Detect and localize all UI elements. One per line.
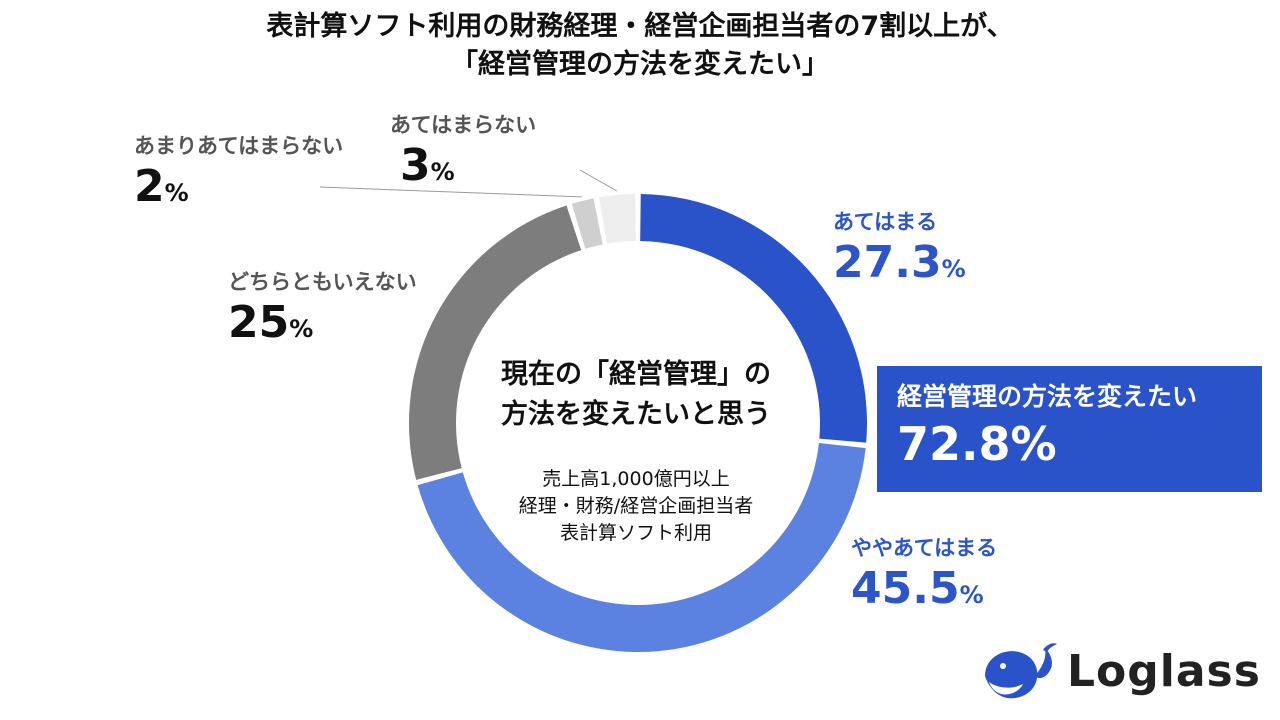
slice-pct-applies: 27.3% (833, 237, 966, 288)
logo-text: Loglass (1067, 645, 1261, 697)
slice-neutral (409, 205, 582, 480)
center-respondents-line-2: 経理・財務/経営企画担当者 (518, 495, 754, 517)
slice-name-neutral: どちらともいえない (228, 270, 417, 294)
summary-box: 経営管理の方法を変えたい 72.8% (877, 366, 1262, 492)
center-respondents-line-3: 表計算ソフト利用 (559, 522, 712, 544)
whale-icon (985, 643, 1057, 699)
slice-pct-rarely-applies: 2% (134, 161, 189, 212)
summary-value: 72.8% (897, 417, 1057, 471)
slice-pct-neutral: 25% (228, 297, 314, 348)
summary-label: 経営管理の方法を変えたい (897, 382, 1198, 411)
slice-label-neutral: どちらともいえない 25% (228, 266, 417, 356)
slice-not-applies (598, 194, 636, 244)
slice-name-applies: あてはまる (833, 210, 938, 234)
slice-pct-not-applies: 3% (400, 140, 455, 191)
slice-label-applies: あてはまる 27.3% (833, 206, 966, 296)
center-question-line-2: 方法を変えたいと思う (501, 399, 771, 430)
center-question: 現在の「経営管理」の 方法を変えたいと思う (456, 355, 816, 435)
center-respondents: 売上高1,000億円以上 経理・財務/経営企画担当者 表計算ソフト利用 (456, 466, 816, 547)
slice-applies (640, 194, 867, 443)
slice-label-not-applies: あてはまらない 3% (390, 109, 536, 199)
title-line-1: 表計算ソフト利用の財務経理・経営企画担当者の7割以上が、 (266, 11, 1014, 42)
chart-title: 表計算ソフト利用の財務経理・経営企画担当者の7割以上が、 「経営管理の方法を変え… (0, 8, 1280, 84)
center-question-line-1: 現在の「経営管理」の (501, 359, 771, 390)
slice-label-somewhat-applies: ややあてはまる 45.5% (851, 532, 997, 622)
slice-rarely-applies (571, 198, 603, 249)
slice-somewhat-applies (417, 442, 866, 653)
slice-name-rarely-applies: あまりあてはまらない (134, 134, 344, 158)
slice-name-not-applies: あてはまらない (390, 113, 537, 137)
slice-label-rarely-applies: あまりあてはまらない 2% (134, 130, 343, 220)
slice-pct-somewhat-applies: 45.5% (851, 563, 984, 614)
center-respondents-line-1: 売上高1,000億円以上 (542, 468, 730, 490)
leader-line-not-applies (579, 169, 617, 192)
title-line-2: 「経営管理の方法を変えたい」 (451, 49, 829, 80)
leader-line-rarely-applies (319, 186, 582, 198)
loglass-logo: Loglass (975, 638, 1261, 704)
slice-name-somewhat-applies: ややあてはまる (851, 536, 998, 560)
